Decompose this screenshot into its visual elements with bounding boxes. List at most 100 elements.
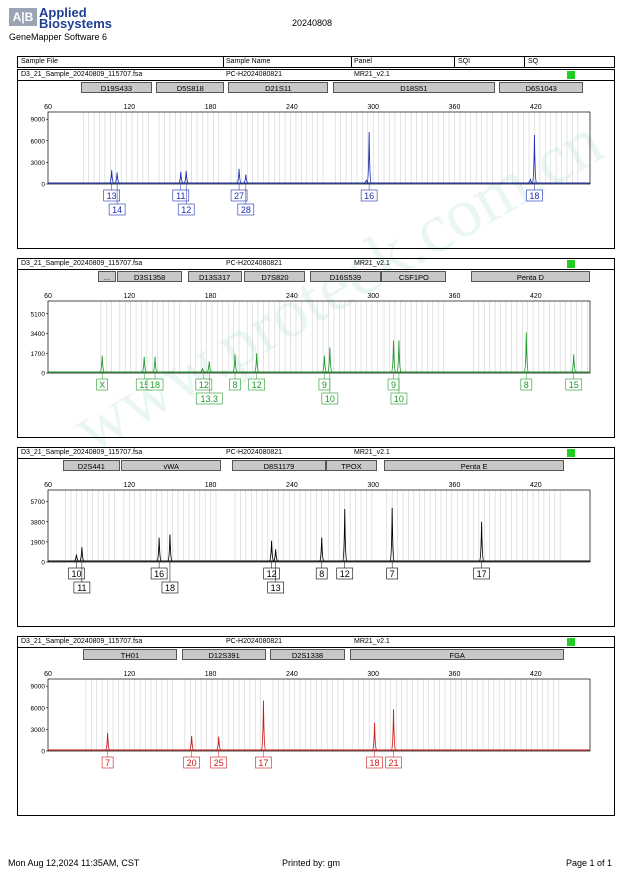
x-tick-label: 300 — [367, 482, 379, 489]
software-name: GeneMapper Software 6 — [9, 32, 108, 42]
allele-call-box[interactable] — [101, 756, 114, 769]
peak — [366, 132, 372, 184]
allele-call-label: 11 — [77, 583, 86, 593]
marker-bin[interactable]: TH01 — [83, 649, 177, 660]
y-tick-label: 0 — [41, 182, 45, 189]
allele-call-box[interactable] — [195, 392, 223, 405]
allele-call-label: 12 — [267, 569, 277, 579]
marker-bin[interactable]: CSF1PO — [381, 271, 447, 282]
x-tick-label: 360 — [449, 482, 461, 489]
x-tick-label: 360 — [449, 104, 461, 111]
marker-bin[interactable]: vWA — [121, 460, 222, 471]
y-tick-label: 9000 — [31, 117, 46, 124]
marker-bin[interactable]: D2S1338 — [270, 649, 345, 660]
peak — [183, 171, 189, 184]
electropherogram-plot: 60 120 180 240 300 360 420 9000 6000 3000 0 13 14 11 1… — [31, 104, 591, 216]
marker-bin[interactable]: ... — [98, 271, 116, 282]
allele-call-label: 18 — [150, 380, 160, 390]
peak — [156, 537, 162, 562]
allele-call-box[interactable] — [230, 189, 248, 202]
allele-call-box[interactable] — [360, 189, 378, 202]
marker-bin[interactable]: D18S51 — [332, 82, 496, 93]
allele-call-box[interactable] — [172, 189, 190, 202]
allele-call-box[interactable] — [248, 378, 265, 391]
col-sq: SQ — [528, 58, 539, 65]
allele-call-box[interactable] — [315, 567, 328, 580]
peak — [79, 547, 85, 562]
allele-call-box[interactable] — [96, 378, 108, 391]
allele-call-box[interactable] — [366, 756, 383, 769]
allele-call-box[interactable] — [385, 756, 402, 769]
allele-call-box[interactable] — [386, 567, 398, 580]
peak — [206, 361, 212, 373]
marker-bin[interactable]: Penta D — [470, 271, 590, 282]
y-tick-label: 1900 — [31, 539, 46, 546]
allele-call-box[interactable] — [210, 756, 228, 769]
marker-bin[interactable]: D21S11 — [228, 82, 329, 93]
allele-call-box[interactable] — [526, 189, 543, 202]
peak — [261, 700, 266, 751]
peak — [232, 354, 238, 373]
allele-call-box[interactable] — [255, 756, 272, 769]
allele-call-box[interactable] — [390, 392, 408, 405]
allele-call-box[interactable] — [103, 189, 120, 202]
marker-bin[interactable]: D19S433 — [80, 82, 153, 93]
marker-bin[interactable]: D5S818 — [156, 82, 225, 93]
marker-bin[interactable]: TPOX — [325, 460, 378, 471]
allele-call-box[interactable] — [150, 567, 168, 580]
electropherogram-plot: 60 120 180 240 300 360 420 9000 6000 3000 0 7 20 25 17… — [31, 671, 591, 769]
allele-call-label: 13.3 — [200, 394, 218, 404]
allele-call-box[interactable] — [229, 378, 241, 391]
allele-call-box[interactable] — [520, 378, 533, 391]
x-tick-label: 240 — [286, 671, 298, 678]
peak — [109, 170, 115, 184]
allele-call-box[interactable] — [336, 567, 354, 580]
allele-call-label: 8 — [319, 569, 324, 579]
allele-call-box[interactable] — [565, 378, 583, 391]
allele-call-box[interactable] — [68, 567, 85, 580]
marker-bin[interactable]: D3S1358 — [117, 271, 183, 282]
print-timestamp: Mon Aug 12,2024 11:35AM, CST — [8, 858, 140, 868]
marker-bin[interactable]: D7S820 — [244, 271, 306, 282]
allele-call-label: 16 — [364, 191, 374, 201]
column-header-row: Sample File Sample Name Panel SQI SQ — [17, 56, 615, 68]
panel-kit-name: MR21_v2.1 — [354, 638, 390, 645]
y-tick-label: 0 — [41, 560, 45, 567]
marker-bin[interactable]: D8S1179 — [232, 460, 326, 471]
x-tick-label: 420 — [530, 482, 542, 489]
allele-call-box[interactable] — [177, 203, 195, 216]
allele-call-box[interactable] — [161, 581, 179, 594]
allele-call-label: 18 — [529, 191, 539, 201]
marker-bin[interactable]: Penta E — [384, 460, 565, 471]
allele-call-box[interactable] — [267, 581, 284, 594]
allele-call-box[interactable] — [237, 203, 255, 216]
allele-call-label: 8 — [232, 380, 237, 390]
quality-flag-icon — [567, 449, 575, 457]
allele-call-box[interactable] — [73, 581, 91, 594]
allele-call-label: 10 — [71, 569, 81, 579]
allele-call-box[interactable] — [473, 567, 490, 580]
x-tick-label: 60 — [44, 104, 52, 111]
allele-call-label: 13 — [271, 583, 281, 593]
marker-bin[interactable]: D2S441 — [62, 460, 120, 471]
x-tick-label: 300 — [367, 293, 379, 300]
marker-bin[interactable]: D16S539 — [309, 271, 382, 282]
x-tick-label: 60 — [44, 671, 52, 678]
peak — [114, 172, 120, 184]
marker-bin[interactable]: D13S317 — [187, 271, 242, 282]
allele-call-box[interactable] — [183, 756, 200, 769]
peak — [105, 732, 110, 751]
marker-bin[interactable]: FGA — [350, 649, 565, 660]
peak — [269, 540, 274, 562]
x-tick-label: 420 — [530, 671, 542, 678]
allele-call-box[interactable] — [263, 567, 280, 580]
allele-call-box[interactable] — [146, 378, 164, 391]
panel-sample-file: D3_21_Sample_20240809_115707.fsa — [21, 449, 143, 456]
peak — [389, 507, 395, 562]
allele-call-box[interactable] — [321, 392, 339, 405]
allele-call-box[interactable] — [108, 203, 126, 216]
allele-call-box[interactable] — [195, 378, 213, 391]
marker-bin[interactable]: D12S391 — [182, 649, 267, 660]
marker-bin[interactable]: D6S1043 — [499, 82, 584, 93]
